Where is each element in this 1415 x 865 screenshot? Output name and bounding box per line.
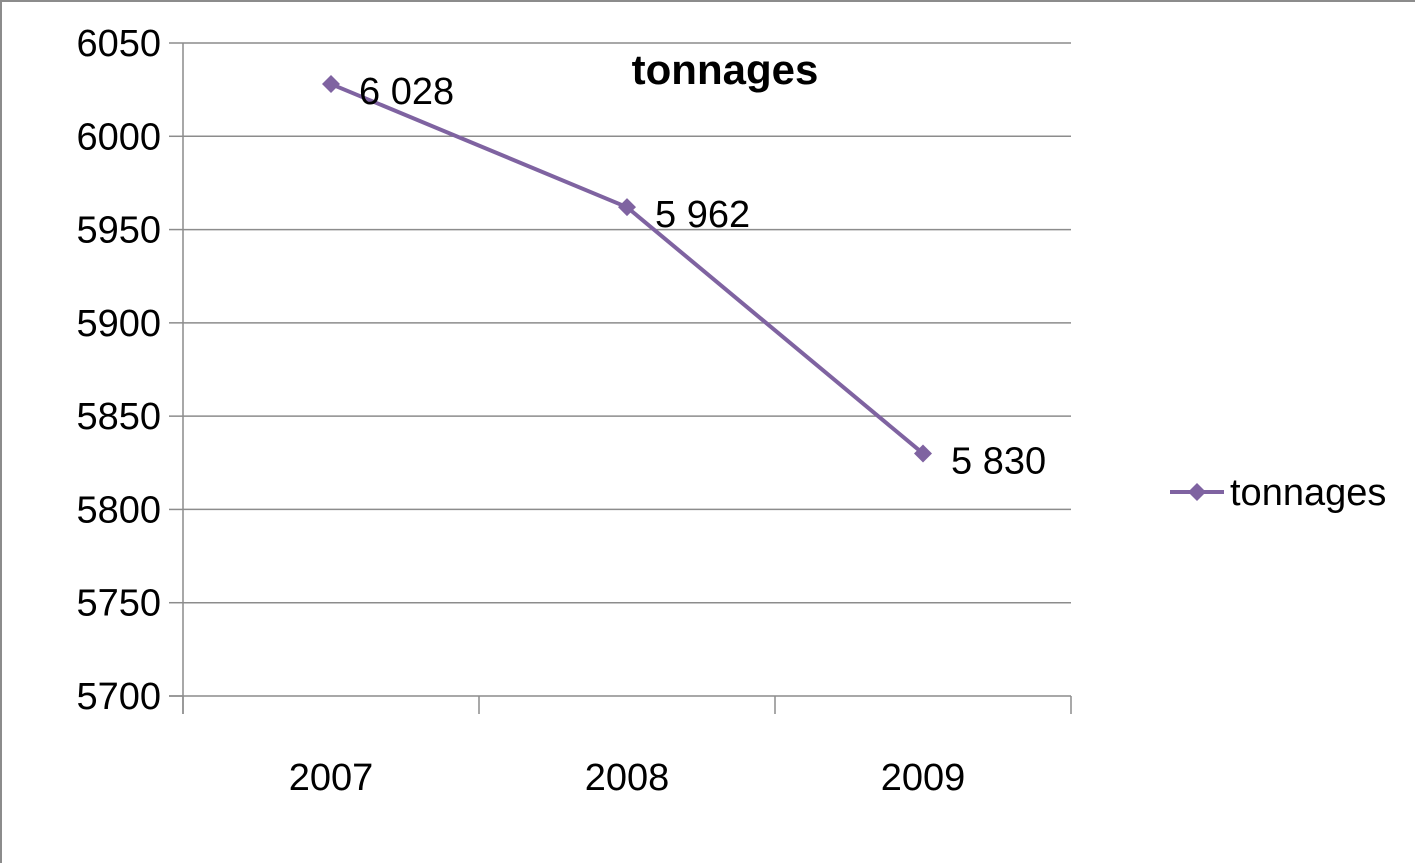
data-label: 5 962 (655, 194, 750, 236)
gridlines (183, 42, 1071, 604)
y-tick-labels: 5700 5750 5800 5850 5900 5950 6000 6050 (76, 23, 161, 718)
y-tick-label: 5950 (76, 210, 161, 252)
y-tick-label: 6050 (76, 23, 161, 65)
data-labels: 6 028 5 962 5 830 (359, 71, 1046, 482)
chart-title: tonnages (632, 46, 819, 93)
x-tick-labels: 2007 2008 2009 (289, 757, 966, 799)
y-tick-label: 5900 (76, 303, 161, 345)
y-tick-label: 6000 (76, 116, 161, 158)
x-tick-label: 2009 (881, 757, 966, 799)
y-tick-label: 5800 (76, 489, 161, 531)
data-label: 5 830 (951, 440, 1046, 482)
legend-label: tonnages (1230, 472, 1386, 514)
data-point-marker (618, 198, 636, 217)
y-tick-label: 5850 (76, 396, 161, 438)
legend-marker (1188, 483, 1206, 501)
data-point-marker (914, 444, 932, 463)
y-tick-label: 5700 (76, 676, 161, 718)
data-point-marker (322, 75, 340, 94)
series (322, 75, 932, 463)
data-label: 6 028 (359, 71, 454, 113)
x-tick-label: 2008 (585, 757, 670, 799)
axes (169, 42, 1072, 714)
y-tick-label: 5750 (76, 583, 161, 625)
legend: tonnages (1170, 472, 1386, 514)
series-line (330, 82, 925, 455)
x-tick-label: 2007 (289, 757, 374, 799)
